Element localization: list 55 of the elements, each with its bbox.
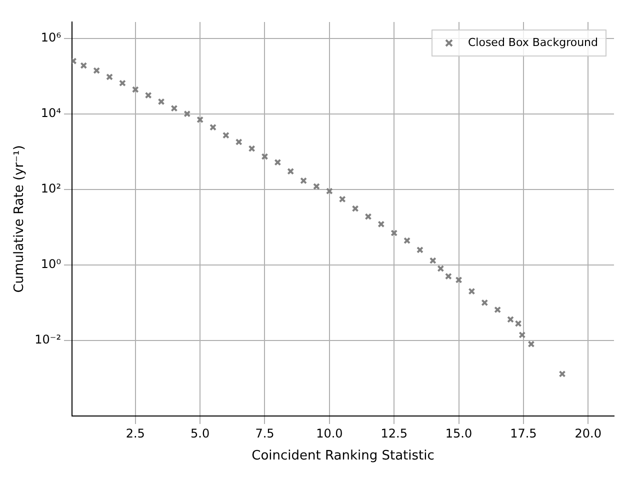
point	[300, 177, 308, 184]
point	[326, 188, 333, 195]
point	[287, 168, 294, 175]
point	[437, 265, 444, 272]
point	[455, 276, 462, 284]
point	[222, 132, 230, 139]
y-tick-label: 10⁶	[40, 30, 62, 44]
point	[261, 153, 268, 160]
x-tick-label: 15.0	[445, 426, 472, 440]
point	[93, 67, 100, 74]
point	[158, 98, 165, 106]
point	[248, 145, 256, 152]
point	[378, 220, 385, 228]
point	[558, 370, 566, 378]
point	[444, 272, 452, 280]
point	[404, 237, 411, 244]
point	[352, 205, 359, 212]
point	[235, 138, 242, 146]
point	[313, 182, 320, 190]
point	[481, 299, 488, 306]
point	[132, 86, 139, 94]
x-tick-label: 12.5	[380, 426, 408, 440]
y-tick-label: 10⁻²	[34, 332, 62, 347]
point	[274, 158, 282, 166]
point	[429, 257, 436, 264]
point	[364, 213, 372, 220]
point	[507, 316, 514, 323]
x-tick-label: 10.0	[316, 426, 343, 440]
legend-label: Closed Box Background	[468, 36, 598, 49]
point	[144, 92, 152, 99]
x-tick-label: 5.0	[190, 426, 210, 440]
point	[416, 246, 424, 254]
x-axis-title: Coincident Ranking Statistic	[252, 448, 434, 464]
point	[80, 62, 88, 70]
y-tick-label: 10⁰	[40, 257, 62, 272]
y-axis-title: Cumulative Rate (yr⁻¹)	[12, 145, 28, 293]
point	[518, 331, 526, 338]
point	[170, 104, 178, 112]
point	[390, 230, 398, 236]
point	[210, 124, 216, 131]
point	[184, 110, 191, 118]
x-tick-label: 20.0	[574, 426, 602, 440]
x-tick-label: 2.5	[126, 426, 145, 440]
point	[528, 340, 535, 348]
point	[106, 73, 113, 80]
point	[338, 196, 346, 203]
point	[118, 80, 126, 87]
y-tick-label: 10²	[40, 182, 62, 196]
y-tick-label: 10⁴	[40, 106, 62, 120]
point	[514, 320, 522, 328]
point	[196, 116, 204, 124]
point	[468, 288, 476, 295]
x-tick-label: 17.5	[510, 426, 537, 440]
point	[494, 306, 502, 314]
x-tick-label: 7.5	[255, 426, 274, 440]
